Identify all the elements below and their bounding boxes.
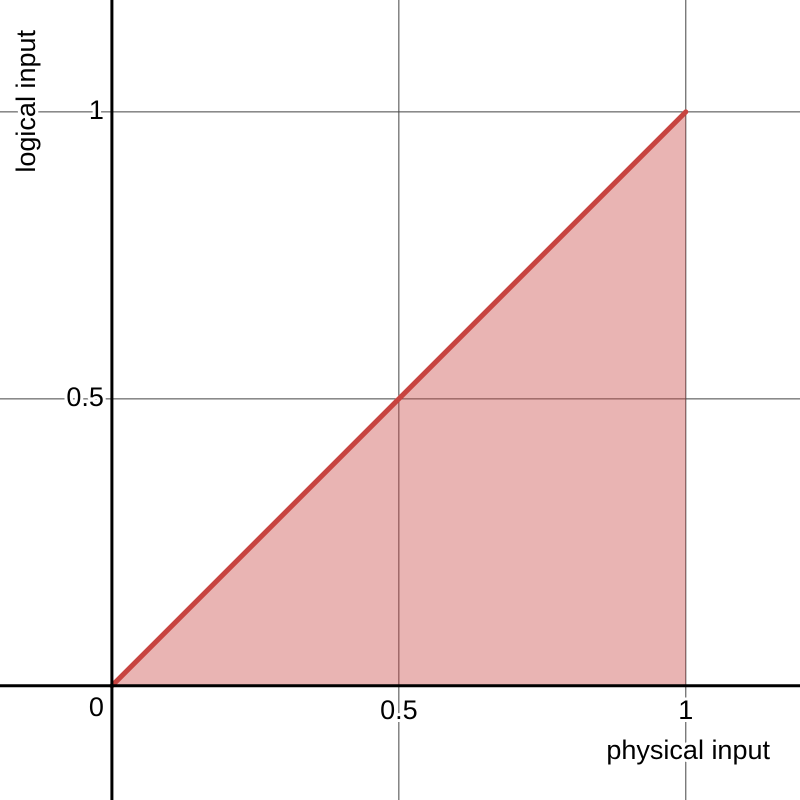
x-tick-label: 1 [678, 695, 693, 725]
x-tick-label: 0 [89, 692, 104, 722]
line [109, 109, 689, 689]
area [111, 111, 686, 686]
y-axis-label: logical input [11, 30, 41, 173]
y-tick-label: 0.5 [66, 382, 104, 412]
x-tick-label: 0.5 [380, 695, 418, 725]
y-tick-label: 1 [89, 95, 104, 125]
x-axis-label: physical input [606, 735, 770, 765]
